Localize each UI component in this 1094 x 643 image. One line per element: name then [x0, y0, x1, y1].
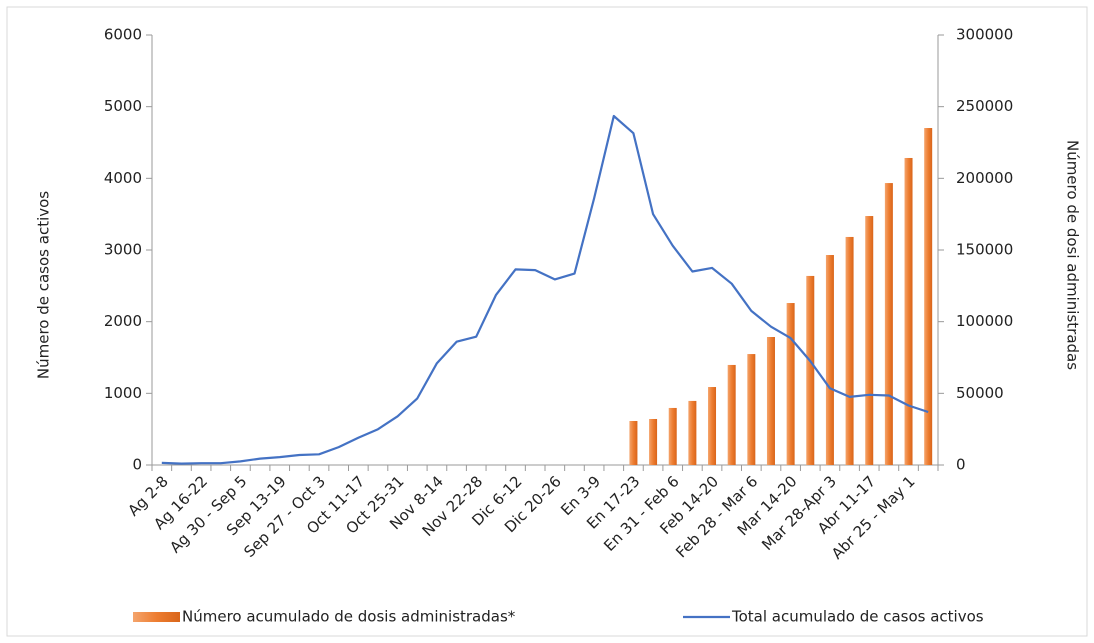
- bar: [688, 400, 697, 465]
- bar: [708, 387, 717, 465]
- y-tick-label: 1000: [104, 384, 142, 402]
- bar: [629, 420, 638, 465]
- y2-tick-label: 50000: [956, 384, 1004, 402]
- bar: [904, 157, 913, 466]
- y-tick-label: 4000: [104, 169, 142, 187]
- chart-frame: [6, 6, 1088, 637]
- bar: [806, 275, 815, 465]
- y-tick-label: 0: [132, 456, 142, 474]
- bar: [924, 128, 933, 466]
- bar: [786, 303, 795, 465]
- bar: [727, 364, 736, 465]
- y2-tick-label: 300000: [956, 26, 1013, 44]
- bar: [766, 337, 775, 465]
- y2-tick-label: 250000: [956, 97, 1013, 115]
- y2-axis-title: Número de dosi administradas: [1064, 140, 1082, 370]
- bar: [649, 418, 658, 465]
- y-axis-title: Número de casos activos: [35, 191, 53, 379]
- legend-label: Número acumulado de dosis administradas*: [182, 608, 516, 626]
- y2-tick-label: 0: [956, 456, 966, 474]
- legend-label: Total acumulado de casos activos: [731, 608, 984, 626]
- bar: [668, 407, 677, 465]
- y-tick-label: 6000: [104, 26, 142, 44]
- y2-tick-label: 100000: [956, 312, 1013, 330]
- bar: [845, 236, 854, 465]
- y2-tick-label: 200000: [956, 169, 1013, 187]
- y-tick-label: 2000: [104, 312, 142, 330]
- y2-tick-label: 150000: [956, 241, 1013, 259]
- y-tick-label: 5000: [104, 97, 142, 115]
- y-tick-label: 3000: [104, 241, 142, 259]
- line: [161, 114, 929, 465]
- bar: [825, 255, 834, 465]
- bar: [865, 216, 874, 465]
- legend-swatch: [133, 612, 180, 622]
- bar: [884, 183, 893, 465]
- bar: [747, 354, 756, 465]
